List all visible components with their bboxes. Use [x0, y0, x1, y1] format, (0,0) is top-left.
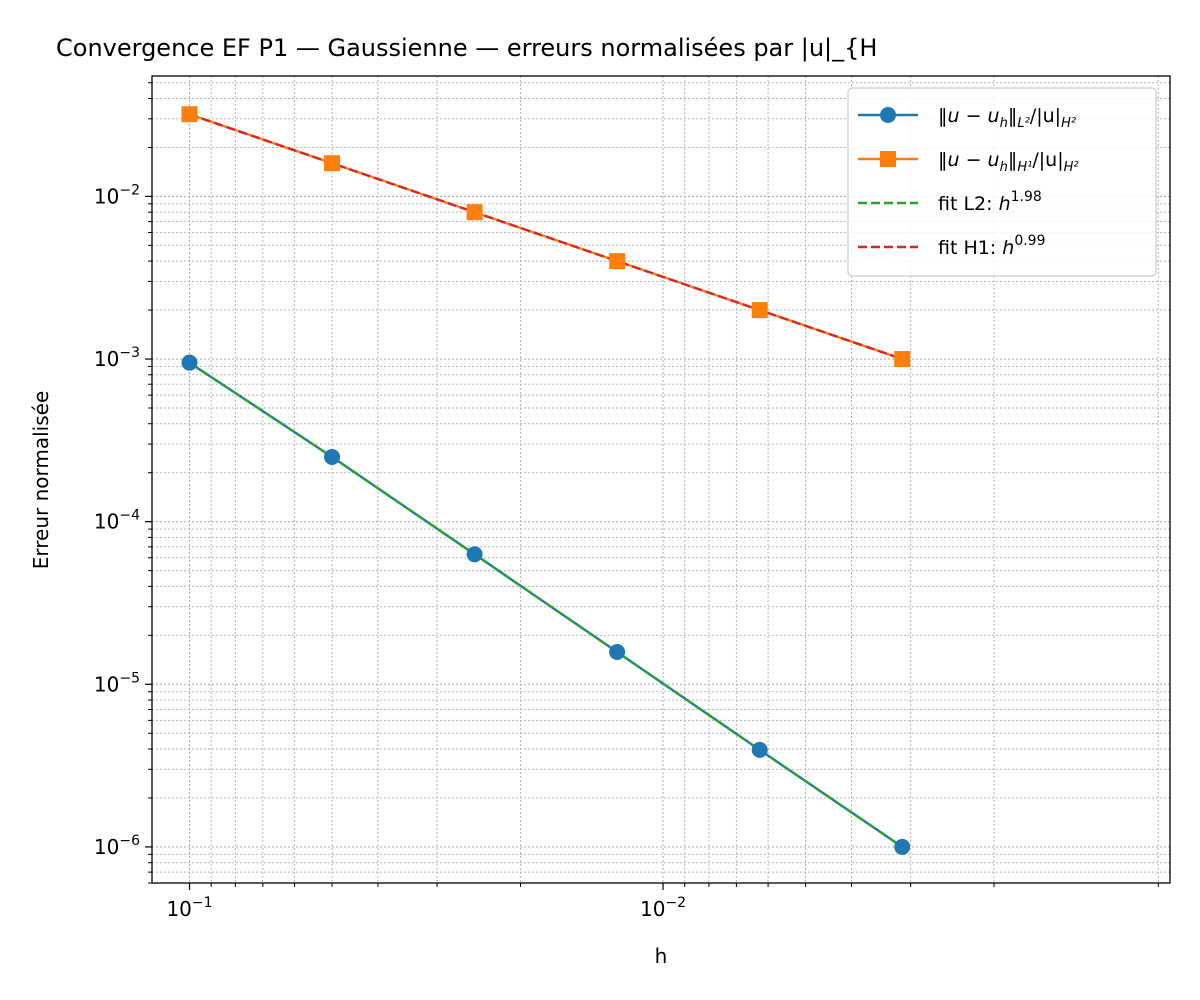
- x-tick-label: 10−1: [166, 895, 212, 921]
- x-axis-label: h: [655, 944, 668, 968]
- data-point: [466, 546, 483, 563]
- legend-label-1: ‖u − uh‖H¹/|u|H²: [938, 149, 1079, 175]
- data-point: [751, 302, 768, 319]
- y-tick-label: 10−4: [94, 508, 140, 534]
- legend-marker-0: [880, 107, 896, 123]
- data-point: [324, 155, 341, 172]
- series-layer: [181, 106, 911, 855]
- data-point: [609, 253, 626, 270]
- y-axis-label: Erreur normalisée: [29, 391, 53, 570]
- y-tick-label: 10−3: [94, 345, 140, 371]
- data-point: [181, 354, 198, 371]
- y-tick-label: 10−6: [94, 833, 140, 859]
- data-point: [894, 351, 911, 368]
- data-point: [466, 204, 483, 221]
- data-point: [894, 838, 911, 855]
- series-line-2: [188, 361, 903, 848]
- axis-ticks: 10−1 10−2 10−6 10−5 10−4 10−3 10−2: [94, 82, 1159, 921]
- y-tick-label: 10−2: [94, 182, 140, 208]
- x-tick-label: 10−2: [640, 895, 686, 921]
- legend-label-3: fit H1: h0.99: [938, 233, 1046, 259]
- legend-box: [847, 87, 1157, 277]
- series-line-3: [189, 113, 903, 361]
- chart-title: Convergence EF P1 — Gaussienne — erreurs…: [56, 34, 877, 62]
- minor-grid: [152, 76, 1170, 884]
- plot-frame: [151, 75, 1171, 884]
- legend-marker-1: [880, 151, 896, 167]
- data-point: [751, 741, 768, 758]
- data-point: [181, 106, 198, 123]
- legend: ‖u − uh‖L²/|u|H² ‖u − uh‖H¹/|u|H² fit L2: …: [847, 87, 1157, 277]
- y-tick-label: 10−5: [94, 670, 140, 696]
- legend-label-2: fit L2: h1.98: [938, 189, 1042, 215]
- legend-label-0: ‖u − uh‖L²/|u|H²: [938, 105, 1076, 131]
- data-point: [609, 643, 626, 660]
- data-point: [324, 448, 341, 465]
